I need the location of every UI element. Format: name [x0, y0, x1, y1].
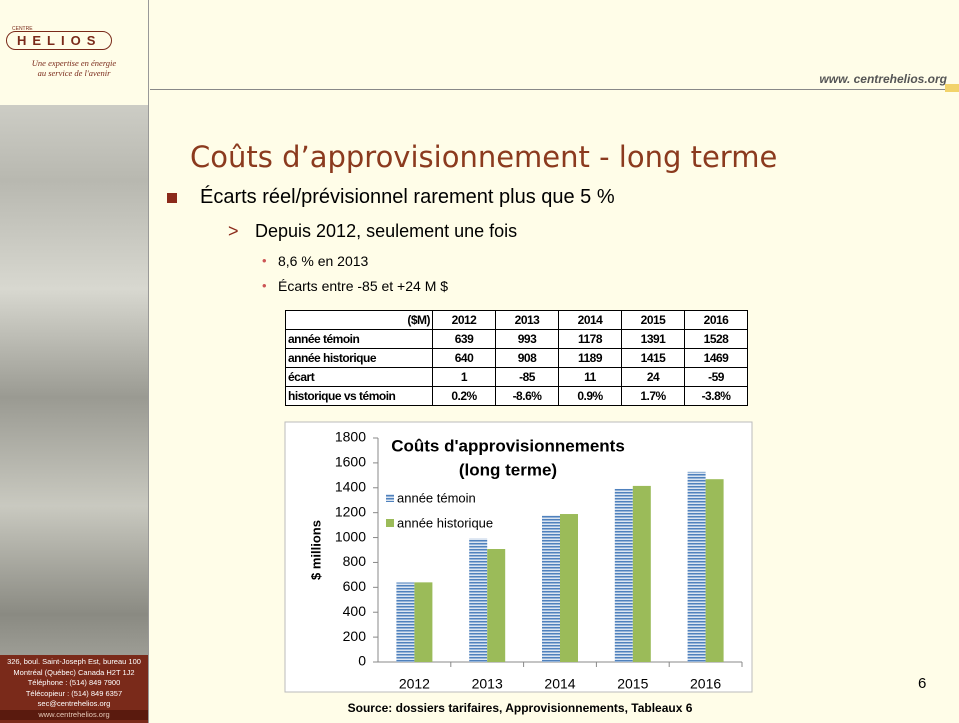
legend-swatch — [386, 519, 394, 527]
y-tick-label: 400 — [343, 603, 367, 619]
bar — [396, 582, 414, 662]
y-tick-label: 800 — [343, 553, 367, 569]
x-tick-label: 2014 — [544, 676, 575, 692]
y-tick-label: 200 — [343, 628, 367, 644]
source: Source: dossiers tarifaires, Approvision… — [285, 701, 755, 715]
slide: CENTRE HELIOS Une expertise en énergie a… — [0, 0, 959, 723]
chart-title: (long terme) — [459, 460, 557, 479]
legend-label: année historique — [397, 515, 493, 530]
y-tick-label: 1600 — [335, 454, 366, 470]
y-tick-label: 1000 — [335, 528, 366, 544]
bar — [487, 549, 505, 662]
chart-title: Coûts d'approvisionnements — [391, 436, 625, 455]
bar — [688, 472, 706, 662]
y-tick-label: 1200 — [335, 503, 366, 519]
y-axis-title: $ millions — [308, 520, 323, 580]
chart: 0 200 400 600 800 1000 1200 1400 1600 1800 2012 201… — [0, 0, 959, 723]
bar — [560, 514, 578, 662]
bar — [615, 489, 633, 662]
bar — [414, 582, 432, 662]
bar — [633, 486, 651, 662]
y-tick-label: 1400 — [335, 478, 366, 494]
y-tick-label: 600 — [343, 578, 367, 594]
bar — [706, 479, 724, 662]
x-tick-label: 2015 — [617, 676, 648, 692]
x-tick-label: 2012 — [399, 676, 430, 692]
legend-swatch — [386, 494, 394, 502]
bar — [469, 538, 487, 662]
y-tick-label: 1800 — [335, 429, 366, 445]
x-tick-label: 2016 — [690, 676, 721, 692]
page-number: 6 — [918, 675, 926, 692]
bar — [542, 515, 560, 662]
x-tick-label: 2013 — [472, 676, 503, 692]
legend-label: année témoin — [397, 490, 476, 505]
y-tick-label: 0 — [358, 653, 366, 669]
